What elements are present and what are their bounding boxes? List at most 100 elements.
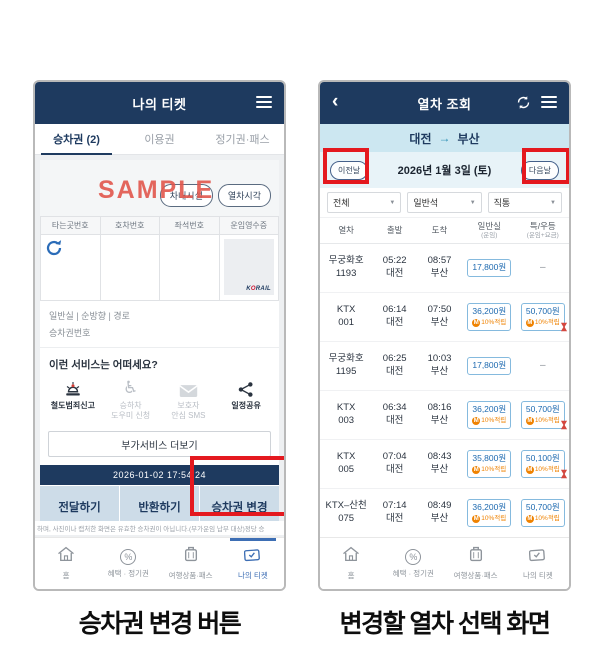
service-guardian-sms[interactable]: 보호자 안심 SMS <box>160 378 218 421</box>
siren-icon <box>64 378 82 398</box>
tab-season-pass[interactable]: 정기권·패스 <box>215 134 270 146</box>
timestamp-bar: 2026-01-02 17:54:24 <box>40 465 279 486</box>
nav-my-tickets[interactable]: 나의 티켓 <box>222 538 284 589</box>
col-normal: 일반실 (운임) <box>477 220 502 239</box>
chevron-down-icon: ▼ <box>389 199 396 206</box>
normal-fare-button[interactable]: 36,200원 M 10%적립 <box>467 499 512 527</box>
normal-fare-button[interactable]: 35,800원 M 10%적립 <box>467 450 512 478</box>
col-seat: 좌석번호 <box>159 216 220 235</box>
train-table-header: 열차 출발 도착 일반실 (운임) 특/우등 (운임+요금) <box>320 218 569 244</box>
nav-travel-products[interactable]: 여행상품·패스 <box>445 538 507 589</box>
service-report-crime[interactable]: 철도범죄신고 <box>44 378 102 421</box>
train-search-screen: ‹ 열차 조회 대전 → 부산 이전날 2026년 1월 3일 (토) 다음날 … <box>318 80 571 591</box>
membership-icon: M <box>472 466 481 475</box>
ticket-disclaimer: 하며, 사진이나 캡처한 화면은 유효한 승차권이 아닙니다.(부가운임 납부 … <box>35 521 284 535</box>
tab-tickets[interactable]: 승차권 (2) <box>35 124 118 155</box>
prev-day-button[interactable]: 이전날 <box>330 160 369 180</box>
hourglass-icon <box>560 469 568 484</box>
wheelchair-icon: ♿ <box>123 378 139 398</box>
premium-fare-button[interactable]: 50,100원 M 10%적립 <box>520 450 567 479</box>
onboard-facility-button[interactable]: 차내시설 <box>159 184 213 207</box>
train-time-button[interactable]: 열차시각 <box>217 184 271 207</box>
premium-fare-button[interactable]: 50,700원 M 10%적립 <box>520 499 565 527</box>
refresh-icon[interactable] <box>45 240 63 261</box>
nav-home[interactable]: 홈 <box>35 538 97 589</box>
nav-home[interactable]: 홈 <box>320 538 382 589</box>
train-row-ktx005[interactable]: KTX 005 07:04 대전 08:43 부산 35,800원 M 10%적립 50,… <box>320 440 569 489</box>
no-premium: – <box>540 262 546 274</box>
premium-fare-button[interactable]: 50,700원 M 10%적립 <box>520 303 567 332</box>
car-cell <box>99 234 160 301</box>
col-receipt: 운임영수증 <box>218 216 279 235</box>
nav-benefits[interactable]: % 혜택 · 정기권 <box>382 538 444 589</box>
services-title: 이런 서비스는 어떠세요? <box>40 348 279 377</box>
more-services-button[interactable]: 부가서비스 더보기 <box>48 431 271 458</box>
back-icon[interactable]: ‹ <box>332 91 339 112</box>
col-premium: 특/우등 (운임+요금) <box>526 220 559 239</box>
train-row-ktx075[interactable]: KTX–산천 075 07:14 대전 08:49 부산 36,200원 M 10%적립 … <box>320 489 569 538</box>
membership-icon: M <box>472 515 481 524</box>
col-platform: 타는곳번호 <box>40 216 101 235</box>
luggage-icon <box>469 546 483 567</box>
train-list: 무궁화호 1193 05:22 대전 08:57 부산 17,800원 – KTX 00… <box>320 244 569 589</box>
premium-fare-button[interactable]: 50,700원 M 10%적립 <box>520 401 567 430</box>
bottom-nav-right: 홈 % 혜택 · 정기권 여행상품·패스 나의 티켓 <box>320 537 569 589</box>
nav-benefits[interactable]: % 혜택 · 정기권 <box>97 538 159 589</box>
bottom-nav-left: 홈 % 혜택 · 정기권 여행상품·패스 나의 티켓 <box>35 537 284 589</box>
nav-travel-products[interactable]: 여행상품·패스 <box>160 538 222 589</box>
normal-fare-button[interactable]: 17,800원 <box>467 259 512 277</box>
train-row-1193[interactable]: 무궁화호 1193 05:22 대전 08:57 부산 17,800원 – <box>320 244 569 293</box>
services-row: 철도범죄신고 ♿ 승하차 도우미 신청 보호자 안심 SMS <box>40 376 279 428</box>
ticket-info-table: 타는곳번호 호차번호 좌석번호 운임영수증 <box>40 216 279 301</box>
home-icon <box>342 546 360 567</box>
my-ticket-screen: 나의 티켓 승차권 (2) 이용권 정기권·패스 SAMPLE 차내시설 열차시… <box>33 80 286 591</box>
ticket-meta: 일반실 | 순방향 | 경로 승차권번호 <box>40 301 279 349</box>
caption-left: 승차권 변경 버튼 <box>78 610 242 638</box>
col-car: 호차번호 <box>99 216 160 235</box>
chevron-down-icon: ▼ <box>469 199 476 206</box>
membership-icon: M <box>472 417 481 426</box>
normal-fare-button[interactable]: 36,200원 M 10%적립 <box>467 401 512 429</box>
percent-icon: % <box>120 548 137 565</box>
refresh-icon[interactable] <box>516 95 531 115</box>
service-boarding-helper[interactable]: ♿ 승하차 도우미 신청 <box>111 378 151 421</box>
train-row-1195[interactable]: 무궁화호 1195 06:25 대전 10:03 부산 17,800원 – <box>320 342 569 391</box>
ticket-tabs: 승차권 (2) 이용권 정기권·패스 <box>35 124 284 155</box>
envelope-icon <box>179 378 198 398</box>
ticket-card: SAMPLE 차내시설 열차시각 타는곳번호 호차번호 좌석번호 운임영수증 <box>40 160 279 529</box>
route-band: 대전 → 부산 <box>320 124 569 152</box>
membership-icon: M <box>525 515 534 524</box>
route-to: 부산 <box>457 131 480 146</box>
ticket-card-top: SAMPLE 차내시설 열차시각 <box>40 160 279 216</box>
ticket-body: SAMPLE 차내시설 열차시각 타는곳번호 호차번호 좌석번호 운임영수증 <box>35 155 284 589</box>
nav-my-tickets[interactable]: 나의 티켓 <box>507 538 569 589</box>
no-premium: – <box>540 360 546 372</box>
seat-class-select[interactable]: 일반석 ▼ <box>407 192 482 213</box>
membership-icon: M <box>472 319 481 328</box>
menu-icon[interactable] <box>256 96 272 108</box>
menu-icon[interactable] <box>541 96 557 108</box>
route-type-select[interactable]: 직통 ▼ <box>487 192 562 213</box>
col-arrive: 도착 <box>431 224 448 235</box>
receipt-placeholder: KORAIL <box>223 239 274 295</box>
normal-fare-button[interactable]: 17,800원 <box>467 357 512 375</box>
train-row-ktx001[interactable]: KTX 001 06:14 대전 07:50 부산 36,200원 M 10%적립 50,… <box>320 293 569 342</box>
my-ticket-header: 나의 티켓 <box>35 82 284 124</box>
route-from: 대전 <box>409 131 432 146</box>
tab-passes[interactable]: 이용권 <box>144 134 175 146</box>
train-type-select[interactable]: 전체 ▼ <box>327 192 402 213</box>
train-search-header: ‹ 열차 조회 <box>320 82 569 124</box>
service-share-schedule[interactable]: 일정공유 <box>217 378 275 421</box>
col-train: 열차 <box>338 224 354 235</box>
korail-logo: KORAIL <box>246 286 271 292</box>
percent-icon: % <box>405 548 422 565</box>
hourglass-icon <box>560 420 568 435</box>
membership-icon: M <box>525 466 534 475</box>
train-row-ktx003[interactable]: KTX 003 06:34 대전 08:16 부산 36,200원 M 10%적립 50,… <box>320 391 569 440</box>
next-day-button[interactable]: 다음날 <box>520 160 559 180</box>
ticket-icon <box>243 547 262 567</box>
home-icon <box>57 546 75 567</box>
page-title: 열차 조회 <box>417 96 472 112</box>
normal-fare-button[interactable]: 36,200원 M 10%적립 <box>467 303 512 331</box>
